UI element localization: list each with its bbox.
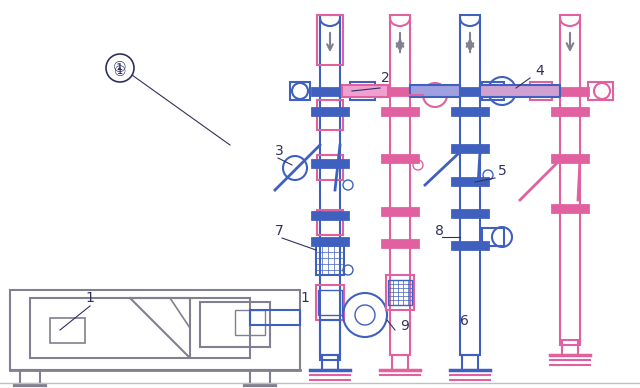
Bar [10, 290, 300, 370]
Bar [316, 285, 344, 320]
Text: 1: 1 [86, 291, 95, 305]
Bar [462, 355, 478, 370]
Bar [342, 85, 388, 97]
Bar [20, 370, 40, 385]
Bar [382, 240, 418, 247]
Text: ①: ① [114, 65, 126, 79]
Bar [482, 82, 504, 100]
Bar [392, 355, 408, 370]
Bar [562, 340, 578, 355]
Bar [552, 155, 588, 162]
Text: 3: 3 [275, 144, 284, 158]
Bar [235, 310, 265, 335]
Bar [552, 108, 588, 115]
Bar [452, 145, 488, 152]
Bar [312, 160, 348, 167]
Bar [382, 208, 418, 215]
Bar [388, 280, 412, 305]
Bar [312, 108, 348, 115]
Bar [382, 108, 418, 115]
Bar [390, 15, 410, 355]
Text: 8: 8 [435, 224, 444, 238]
Bar [317, 100, 343, 130]
Bar [530, 82, 552, 100]
Bar [452, 88, 488, 95]
Bar [320, 320, 340, 360]
Bar [250, 370, 270, 385]
Bar [312, 88, 348, 95]
Bar [588, 82, 613, 100]
Text: 4: 4 [535, 64, 544, 78]
Bar [480, 85, 560, 97]
Bar [312, 212, 348, 219]
Bar [30, 298, 250, 358]
Bar [386, 275, 414, 310]
Text: 9: 9 [400, 319, 409, 333]
Bar [317, 210, 343, 235]
Bar [290, 82, 310, 100]
Bar [552, 88, 588, 95]
Bar [382, 88, 418, 95]
Bar [350, 82, 375, 100]
Text: 6: 6 [460, 314, 469, 328]
Text: 5: 5 [498, 164, 507, 178]
Bar [312, 238, 348, 245]
Text: ①: ① [113, 61, 127, 76]
Bar [452, 242, 488, 249]
Bar [560, 15, 580, 345]
Bar [200, 302, 270, 347]
Bar [320, 15, 340, 355]
Bar [318, 290, 342, 315]
Bar [50, 318, 85, 343]
Text: 7: 7 [275, 224, 284, 238]
Bar [552, 205, 588, 212]
Bar [460, 15, 480, 355]
Bar [317, 15, 343, 65]
Bar [382, 155, 418, 162]
Bar [452, 108, 488, 115]
Bar [322, 355, 338, 370]
Text: 1: 1 [300, 291, 309, 305]
Bar [452, 178, 488, 185]
Text: 2: 2 [381, 71, 389, 85]
Bar [482, 228, 504, 246]
Bar [410, 85, 460, 97]
Bar [452, 210, 488, 217]
Bar [317, 155, 343, 180]
Bar [316, 240, 344, 275]
Bar [250, 310, 300, 325]
